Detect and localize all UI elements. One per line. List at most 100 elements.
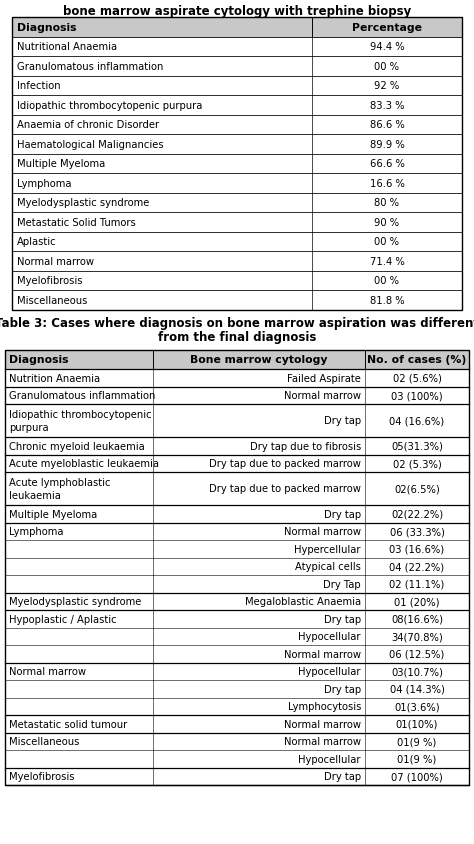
- Text: Normal marrow: Normal marrow: [284, 719, 361, 729]
- Text: 94.4 %: 94.4 %: [370, 42, 404, 52]
- Text: Idiopathic thrombocytopenic purpura: Idiopathic thrombocytopenic purpura: [17, 100, 202, 111]
- Text: 01(10%): 01(10%): [396, 719, 438, 729]
- Text: 00 %: 00 %: [374, 276, 400, 286]
- Bar: [12, 174, 462, 193]
- Text: Lymphocytosis: Lymphocytosis: [288, 701, 361, 711]
- Bar: [12, 232, 462, 252]
- Text: Myelodysplastic syndrome: Myelodysplastic syndrome: [17, 198, 149, 208]
- Text: Infection: Infection: [17, 81, 61, 91]
- Bar: [5, 645, 469, 663]
- Bar: [5, 540, 469, 558]
- Text: Nutritional Anaemia: Nutritional Anaemia: [17, 42, 117, 52]
- Bar: [12, 213, 462, 232]
- Text: Dry tap: Dry tap: [324, 684, 361, 694]
- Text: Hypercellular: Hypercellular: [294, 544, 361, 555]
- Bar: [5, 387, 469, 404]
- Text: 02(6.5%): 02(6.5%): [394, 484, 440, 494]
- Text: Idiopathic thrombocytopenic
purpura: Idiopathic thrombocytopenic purpura: [9, 410, 152, 432]
- Text: Percentage: Percentage: [352, 23, 422, 33]
- Text: Normal marrow: Normal marrow: [284, 736, 361, 746]
- Text: 04 (16.6%): 04 (16.6%): [390, 416, 445, 426]
- Bar: [12, 37, 462, 57]
- Bar: [5, 610, 469, 628]
- Bar: [5, 523, 469, 540]
- Text: Haematological Malignancies: Haematological Malignancies: [17, 139, 164, 149]
- Bar: [5, 473, 469, 506]
- Text: 04 (22.2%): 04 (22.2%): [390, 561, 445, 571]
- Text: Dry tap: Dry tap: [324, 771, 361, 782]
- Text: 01(3.6%): 01(3.6%): [394, 701, 440, 711]
- Bar: [12, 252, 462, 271]
- Text: 06 (33.3%): 06 (33.3%): [390, 527, 445, 537]
- Bar: [5, 592, 469, 610]
- Text: 03 (100%): 03 (100%): [391, 391, 443, 401]
- Text: Acute lymphoblastic
leukaemia: Acute lymphoblastic leukaemia: [9, 478, 110, 500]
- Text: Miscellaneous: Miscellaneous: [9, 736, 79, 746]
- Text: 02 (5.6%): 02 (5.6%): [392, 373, 441, 383]
- Bar: [12, 193, 462, 213]
- Text: 01(9 %): 01(9 %): [397, 754, 437, 764]
- Bar: [5, 350, 469, 785]
- Text: Dry tap: Dry tap: [324, 416, 361, 426]
- Text: 66.6 %: 66.6 %: [370, 159, 404, 169]
- Text: Metastatic solid tumour: Metastatic solid tumour: [9, 719, 127, 729]
- Bar: [5, 628, 469, 645]
- Text: Table 3: Cases where diagnosis on bone marrow aspiration was different: Table 3: Cases where diagnosis on bone m…: [0, 316, 474, 329]
- Text: 00 %: 00 %: [374, 62, 400, 72]
- Text: Aplastic: Aplastic: [17, 237, 56, 247]
- Bar: [5, 767, 469, 785]
- Text: Hypoplastic / Aplastic: Hypoplastic / Aplastic: [9, 614, 117, 624]
- Text: Dry tap due to packed marrow: Dry tap due to packed marrow: [209, 458, 361, 468]
- Bar: [12, 77, 462, 96]
- Text: 03(10.7%): 03(10.7%): [391, 667, 443, 676]
- Bar: [5, 558, 469, 576]
- Text: Anaemia of chronic Disorder: Anaemia of chronic Disorder: [17, 120, 159, 130]
- Bar: [12, 18, 462, 37]
- Text: 34(70.8%): 34(70.8%): [391, 631, 443, 641]
- Bar: [5, 733, 469, 750]
- Text: Miscellaneous: Miscellaneous: [17, 295, 87, 306]
- Text: Dry tap: Dry tap: [324, 614, 361, 624]
- Text: 80 %: 80 %: [374, 198, 400, 208]
- Text: Granulomatous inflammation: Granulomatous inflammation: [9, 391, 155, 401]
- Bar: [12, 18, 462, 310]
- Bar: [12, 290, 462, 310]
- Bar: [5, 506, 469, 523]
- Bar: [5, 715, 469, 733]
- Text: 01 (20%): 01 (20%): [394, 597, 440, 607]
- Text: 02 (11.1%): 02 (11.1%): [389, 579, 445, 589]
- Bar: [5, 350, 469, 370]
- Text: Normal marrow: Normal marrow: [284, 391, 361, 401]
- Bar: [5, 663, 469, 680]
- Text: Myelofibrosis: Myelofibrosis: [17, 276, 82, 286]
- Bar: [5, 437, 469, 455]
- Text: No. of cases (%): No. of cases (%): [367, 354, 466, 365]
- Text: bone marrow aspirate cytology with trephine biopsy: bone marrow aspirate cytology with treph…: [63, 5, 411, 18]
- Text: Normal marrow: Normal marrow: [17, 257, 94, 267]
- Text: 03 (16.6%): 03 (16.6%): [390, 544, 445, 555]
- Text: Multiple Myeloma: Multiple Myeloma: [9, 509, 97, 519]
- Text: Hypocellular: Hypocellular: [299, 667, 361, 676]
- Bar: [5, 750, 469, 767]
- Text: Myelodysplastic syndrome: Myelodysplastic syndrome: [9, 597, 141, 607]
- Text: Granulomatous inflammation: Granulomatous inflammation: [17, 62, 164, 72]
- Bar: [5, 698, 469, 715]
- Text: Hypocellular: Hypocellular: [299, 631, 361, 641]
- Text: 02 (5.3%): 02 (5.3%): [392, 458, 441, 468]
- Bar: [5, 404, 469, 437]
- Bar: [12, 116, 462, 135]
- Text: Bone marrow cytology: Bone marrow cytology: [190, 354, 328, 365]
- Text: Normal marrow: Normal marrow: [284, 527, 361, 537]
- Text: 92 %: 92 %: [374, 81, 400, 91]
- Text: 86.6 %: 86.6 %: [370, 120, 404, 130]
- Bar: [5, 455, 469, 473]
- Text: 90 %: 90 %: [374, 218, 400, 228]
- Text: Lymphoma: Lymphoma: [17, 179, 72, 188]
- Text: 89.9 %: 89.9 %: [370, 139, 404, 149]
- Text: Failed Aspirate: Failed Aspirate: [287, 373, 361, 383]
- Text: Diagnosis: Diagnosis: [9, 354, 69, 365]
- Text: 81.8 %: 81.8 %: [370, 295, 404, 306]
- Text: 71.4 %: 71.4 %: [370, 257, 404, 267]
- Text: Hypocellular: Hypocellular: [299, 754, 361, 764]
- Bar: [12, 271, 462, 290]
